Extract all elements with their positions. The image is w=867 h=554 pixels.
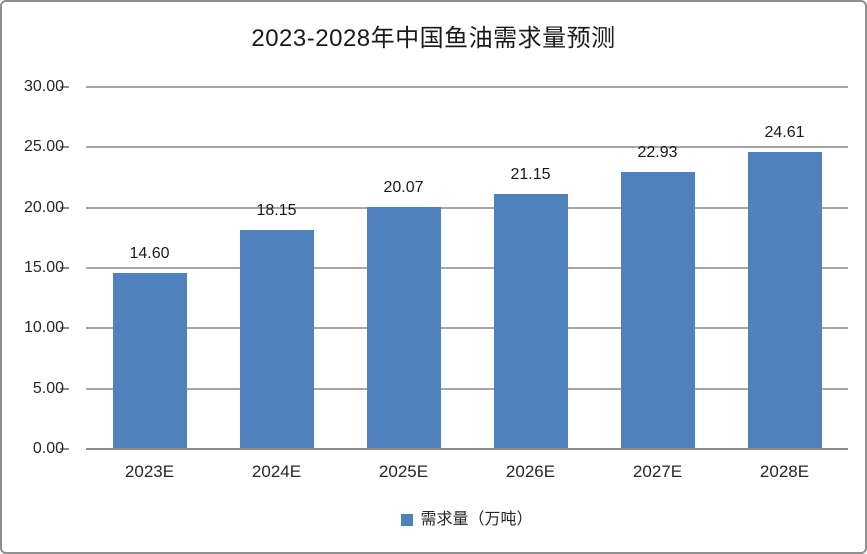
- bar-value-label: 22.93: [637, 144, 678, 162]
- y-tick-mark: [60, 86, 69, 88]
- legend-label: 需求量（万吨）: [420, 511, 533, 528]
- y-tick-label: 0.00: [32, 440, 64, 457]
- bar: [493, 193, 568, 449]
- legend-marker-square-icon: [401, 514, 414, 526]
- bar: [620, 172, 695, 449]
- y-tick-label: 5.00: [32, 379, 64, 397]
- bar-value-label: 21.15: [510, 165, 551, 183]
- gridline: [86, 86, 848, 88]
- bar: [747, 152, 822, 449]
- gridline: [86, 206, 848, 209]
- bar-value-label: 14.60: [129, 244, 170, 262]
- bar: [112, 272, 187, 449]
- x-tick-label: 2024E: [251, 462, 302, 481]
- gridline: [86, 146, 848, 149]
- x-tick-label: 2026E: [505, 462, 556, 481]
- y-tick-mark: [60, 146, 69, 149]
- y-tick-mark: [60, 206, 69, 209]
- y-tick-mark: [60, 448, 69, 450]
- x-tick-label: 2028E: [759, 462, 810, 481]
- bar-value-label: 20.07: [383, 178, 424, 196]
- x-axis-line: [86, 448, 848, 450]
- legend: 需求量（万吨）: [86, 508, 848, 532]
- x-tick-label: 2027E: [632, 462, 683, 481]
- bar-value-label: 18.15: [256, 201, 297, 219]
- y-tick-label: 30.00: [23, 78, 64, 95]
- gridline: [86, 387, 848, 390]
- y-tick-label: 25.00: [23, 138, 64, 156]
- x-tick-label: 2023E: [124, 462, 175, 481]
- chart-title: 2023-2028年中国鱼油需求量预测: [251, 25, 616, 52]
- bar-value-label: 24.61: [764, 124, 805, 142]
- y-tick-label: 10.00: [23, 319, 64, 337]
- x-tick-label: 2025E: [378, 462, 429, 481]
- y-tick-mark: [60, 327, 69, 330]
- y-tick-mark: [60, 267, 69, 269]
- y-tick-mark: [60, 387, 69, 390]
- bar: [239, 229, 314, 449]
- gridline: [86, 267, 848, 269]
- bar: [366, 206, 441, 449]
- gridline: [86, 327, 848, 330]
- y-tick-label: 15.00: [23, 259, 64, 276]
- y-tick-label: 20.00: [23, 198, 64, 216]
